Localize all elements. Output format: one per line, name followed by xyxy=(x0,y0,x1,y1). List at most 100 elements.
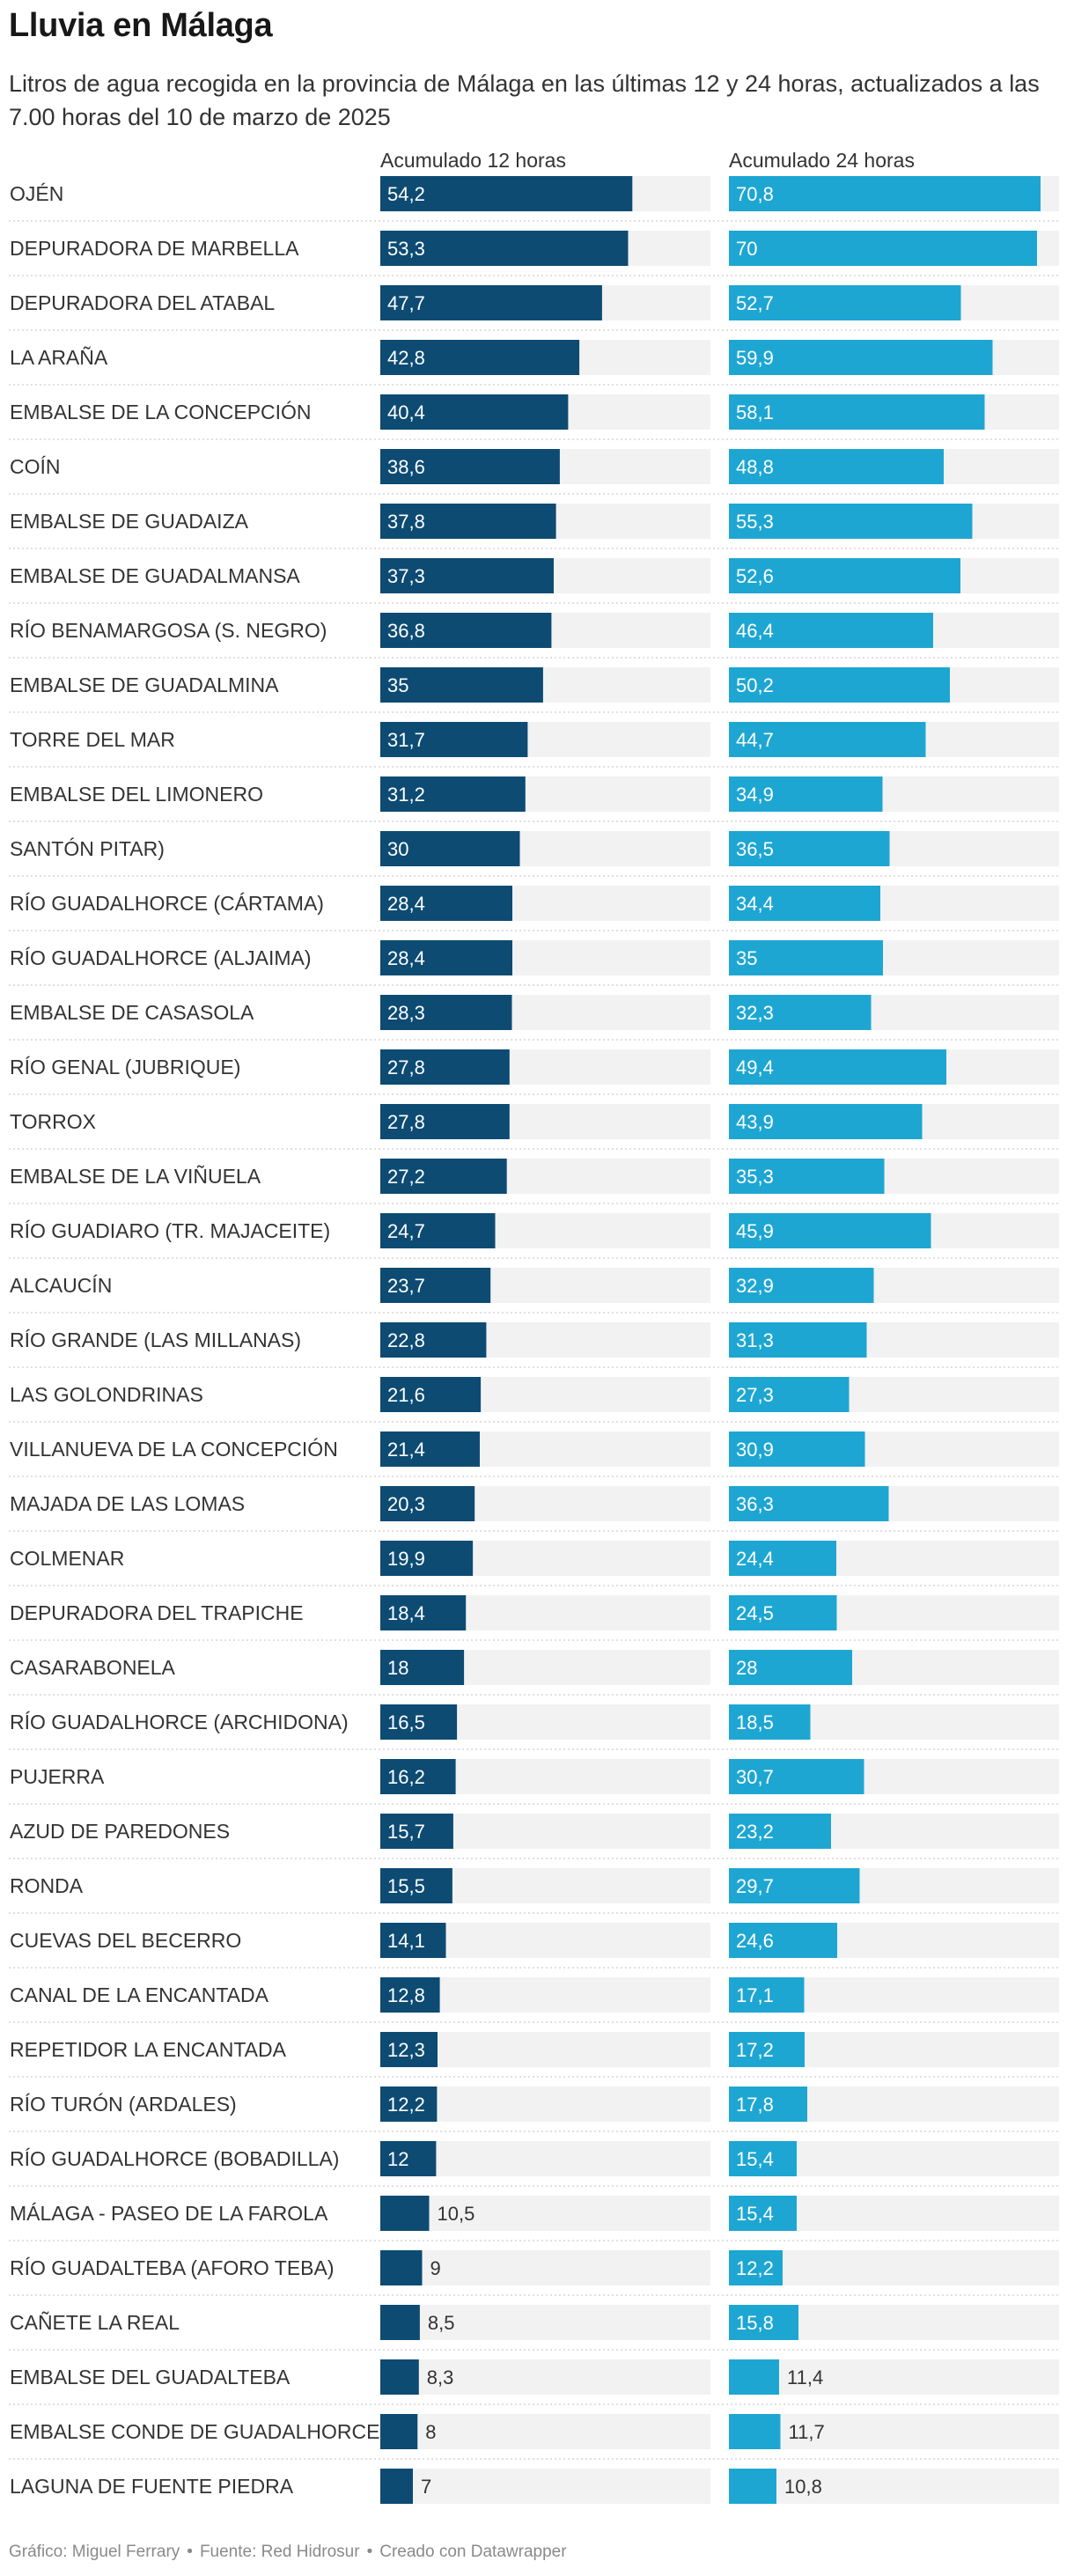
bar-24h xyxy=(729,2032,805,2067)
data-label-24h: 32,9 xyxy=(736,1275,774,1297)
data-label-24h: 45,9 xyxy=(736,1220,774,1242)
bar-12h xyxy=(380,2359,419,2395)
bar-12h xyxy=(380,2305,420,2340)
data-label-12h: 14,1 xyxy=(387,1930,425,1952)
data-label-12h: 35 xyxy=(387,674,408,696)
bar-24h xyxy=(729,1814,831,1849)
category-label: AZUD DE PAREDONES xyxy=(10,1820,230,1843)
bar-24h xyxy=(729,1977,805,2013)
chart-subtitle: Litros de agua recogida en la provincia … xyxy=(9,70,1040,130)
bar-24h xyxy=(729,1595,837,1630)
bar-12h xyxy=(380,940,512,975)
data-label-24h: 24,4 xyxy=(736,1548,774,1570)
category-label: MÁLAGA - PASEO DE LA FAROLA xyxy=(10,2202,328,2225)
column-header-12h: Acumulado 12 horas xyxy=(380,149,566,172)
data-label-12h: 24,7 xyxy=(387,1220,425,1242)
bar-24h xyxy=(729,449,944,484)
category-label: RÍO GUADALHORCE (BOBADILLA) xyxy=(10,2147,339,2170)
data-label-12h: 28,4 xyxy=(387,947,425,969)
bar-24h xyxy=(729,1268,874,1303)
bar-24h xyxy=(729,776,883,812)
bar-12h xyxy=(380,449,560,484)
category-label: LAGUNA DE FUENTE PIEDRA xyxy=(10,2475,294,2498)
bar-track xyxy=(380,2196,710,2231)
bar-12h xyxy=(380,1486,475,1521)
data-label-12h: 38,6 xyxy=(387,456,425,478)
data-label-12h: 12,8 xyxy=(387,1984,425,2006)
data-label-24h: 28 xyxy=(736,1657,757,1679)
bar-12h xyxy=(380,1923,446,1958)
bar-24h xyxy=(729,886,880,921)
footer-separator: • xyxy=(366,2543,373,2561)
category-label: DEPURADORA DEL ATABAL xyxy=(10,291,275,314)
data-label-12h: 21,6 xyxy=(387,1384,425,1406)
data-label-24h: 50,2 xyxy=(736,674,774,696)
bar-12h xyxy=(380,776,526,812)
bar-12h xyxy=(380,1650,465,1685)
bar-12h xyxy=(380,2032,438,2067)
bar-24h xyxy=(729,2250,783,2285)
category-label: EMBALSE DEL GUADALTEBA xyxy=(10,2366,291,2388)
category-label: RÍO GRANDE (LAS MILLANAS) xyxy=(10,1328,301,1351)
bar-12h xyxy=(380,2414,418,2449)
bar-24h xyxy=(729,1049,946,1085)
bar-track xyxy=(380,2359,710,2395)
category-label: ALCAUCÍN xyxy=(10,1274,112,1297)
data-label-24h: 18,5 xyxy=(736,1711,774,1733)
category-label: LAS GOLONDRINAS xyxy=(10,1383,203,1406)
bar-track xyxy=(380,2250,710,2285)
bar-24h xyxy=(729,722,926,757)
category-label: EMBALSE DE GUADALMINA xyxy=(10,673,279,696)
category-label: OJÉN xyxy=(10,182,63,205)
data-label-24h: 23,2 xyxy=(736,1821,774,1843)
data-label-12h: 23,7 xyxy=(387,1275,425,1297)
bar-12h xyxy=(380,1432,480,1467)
data-label-24h: 11,7 xyxy=(789,2421,825,2443)
bar-12h xyxy=(380,1159,507,1194)
bar-12h xyxy=(380,613,552,648)
footer-source: Fuente: Red Hidrosur xyxy=(199,2543,360,2561)
category-label: COÍN xyxy=(10,455,61,478)
bar-24h xyxy=(729,2141,797,2176)
data-label-24h: 17,2 xyxy=(736,2039,774,2061)
chart-title: Lluvia en Málaga xyxy=(9,7,273,44)
data-label-24h: 52,6 xyxy=(736,565,774,587)
data-label-12h: 42,8 xyxy=(387,347,425,369)
bar-12h xyxy=(380,504,556,539)
category-label: PUJERRA xyxy=(10,1765,105,1788)
data-label-24h: 15,4 xyxy=(736,2203,774,2225)
category-label: EMBALSE DEL LIMONERO xyxy=(10,783,263,806)
category-label: RÍO GUADALHORCE (ALJAIMA) xyxy=(10,946,312,969)
bar-24h xyxy=(729,1923,837,1958)
bar-12h xyxy=(380,1595,467,1630)
bar-track xyxy=(729,2469,1059,2504)
bar-12h xyxy=(380,2250,423,2285)
data-label-24h: 30,9 xyxy=(736,1439,774,1461)
data-label-12h: 27,8 xyxy=(387,1056,425,1078)
data-label-12h: 31,7 xyxy=(387,729,425,751)
bar-12h xyxy=(380,394,569,430)
data-label-12h: 18 xyxy=(387,1657,408,1679)
category-label: RÍO GENAL (JUBRIQUE) xyxy=(10,1056,240,1078)
data-label-24h: 43,9 xyxy=(736,1111,774,1133)
data-label-24h: 52,7 xyxy=(736,292,774,314)
data-label-24h: 15,4 xyxy=(736,2148,774,2170)
data-label-12h: 19,9 xyxy=(387,1548,425,1570)
bar-24h xyxy=(729,1868,860,1903)
data-label-12h: 28,3 xyxy=(387,1002,425,1024)
bar-track xyxy=(380,2469,710,2504)
data-label-12h: 12,2 xyxy=(387,2094,425,2116)
category-label: EMBALSE DE CASASOLA xyxy=(10,1001,254,1024)
bar-12h xyxy=(380,1049,510,1085)
category-label: EMBALSE DE GUADALMANSA xyxy=(10,564,300,587)
bar-12h xyxy=(380,831,520,866)
bar-12h xyxy=(380,1868,452,1903)
bar-24h xyxy=(729,504,973,539)
bar-24h xyxy=(729,2196,797,2231)
bar-12h xyxy=(380,2141,437,2176)
data-label-24h: 55,3 xyxy=(736,511,774,533)
data-label-24h: 31,3 xyxy=(736,1329,774,1351)
bar-24h xyxy=(729,2359,779,2395)
category-label: RÍO GUADIARO (TR. MAJACEITE) xyxy=(10,1219,330,1242)
